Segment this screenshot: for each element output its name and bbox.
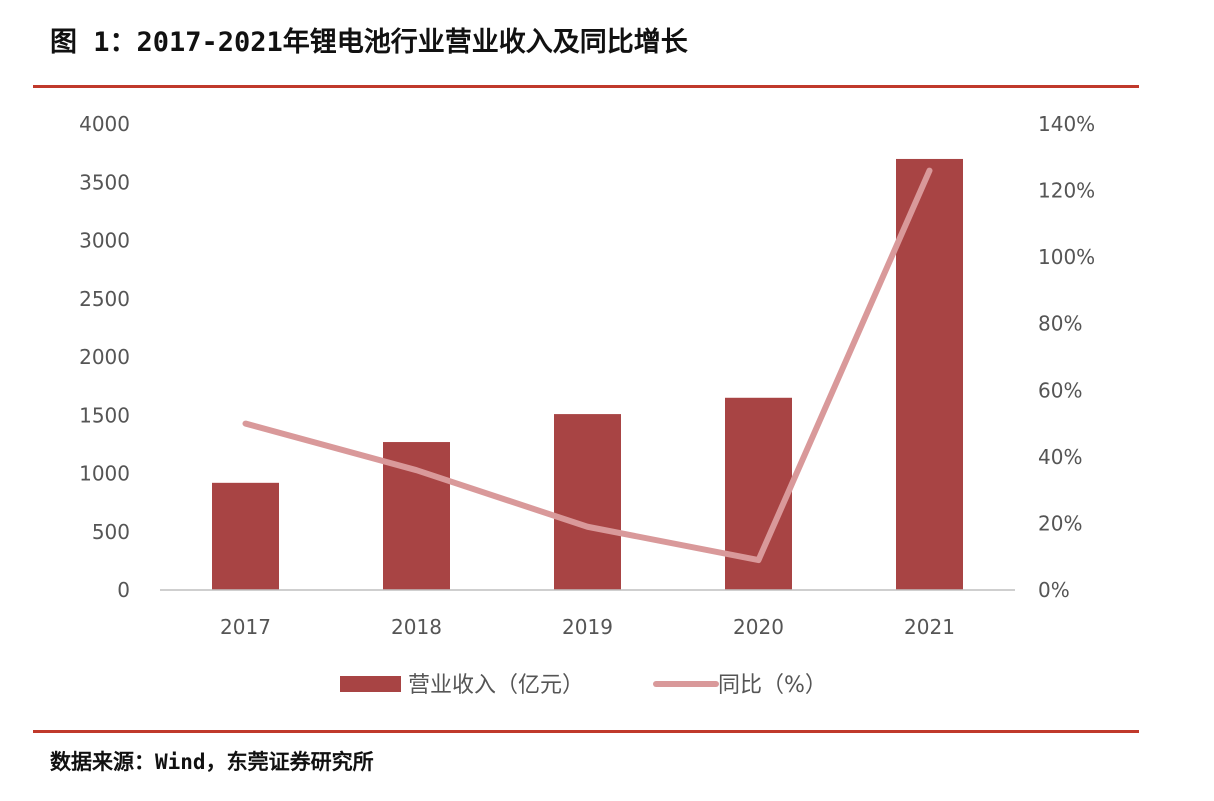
x-axis-tick-label: 2021 — [904, 615, 955, 639]
legend-bar-label: 营业收入（亿元） — [408, 673, 584, 698]
x-axis-tick-label: 2018 — [391, 615, 442, 639]
left-axis-tick-label: 0 — [117, 578, 130, 602]
left-axis-tick-label: 4000 — [79, 112, 130, 136]
right-axis-tick-label: 120% — [1038, 179, 1095, 203]
right-axis-tick-label: 0% — [1038, 578, 1070, 602]
legend-line-label: 同比（%） — [718, 673, 827, 698]
left-axis-tick-label: 2000 — [79, 345, 130, 369]
growth-line-series — [242, 167, 933, 564]
legend: 营业收入（亿元） 同比（%） — [340, 673, 827, 698]
x-axis-tick-label: 2019 — [562, 615, 613, 639]
right-axis-tick-label: 20% — [1038, 511, 1082, 535]
right-axis-tick-label: 100% — [1038, 245, 1095, 269]
x-axis-tick-label: 2020 — [733, 615, 784, 639]
x-axis-tick-label: 2017 — [220, 615, 271, 639]
left-axis-tick-label: 3000 — [79, 229, 130, 253]
right-axis-tick-label: 140% — [1038, 112, 1095, 136]
right-axis-tick-label: 40% — [1038, 445, 1082, 469]
left-axis-tick-label: 500 — [92, 520, 130, 544]
bottom-divider — [33, 730, 1139, 733]
left-axis-tick-label: 1000 — [79, 462, 130, 486]
left-axis-ticks: 0 500 1000 1500 2000 2500 3000 3500 4000 — [79, 112, 130, 602]
bar-series — [212, 158, 963, 590]
chart-title: 图 1：2017-2021年锂电池行业营业收入及同比增长 — [50, 27, 688, 58]
top-divider — [33, 85, 1139, 88]
source-note: 数据来源：Wind，东莞证券研究所 — [50, 750, 374, 774]
revenue-growth-chart: 0 500 1000 1500 2000 2500 3000 3500 4000 0% 20% 40… — [79, 112, 1095, 698]
right-axis-ticks: 0% 20% 40% 60% 80% 100% 120% 140% — [1038, 112, 1095, 602]
left-axis-tick-label: 3500 — [79, 170, 130, 194]
bar — [212, 482, 279, 590]
right-axis-tick-label: 60% — [1038, 378, 1082, 402]
bar — [554, 414, 621, 590]
left-axis-tick-label: 2500 — [79, 287, 130, 311]
legend-bar-swatch — [340, 676, 401, 692]
left-axis-tick-label: 1500 — [79, 403, 130, 427]
right-axis-tick-label: 80% — [1038, 312, 1082, 336]
bar — [896, 158, 963, 590]
x-axis-tick-labels: 2017 2018 2019 2020 2021 — [220, 615, 955, 639]
